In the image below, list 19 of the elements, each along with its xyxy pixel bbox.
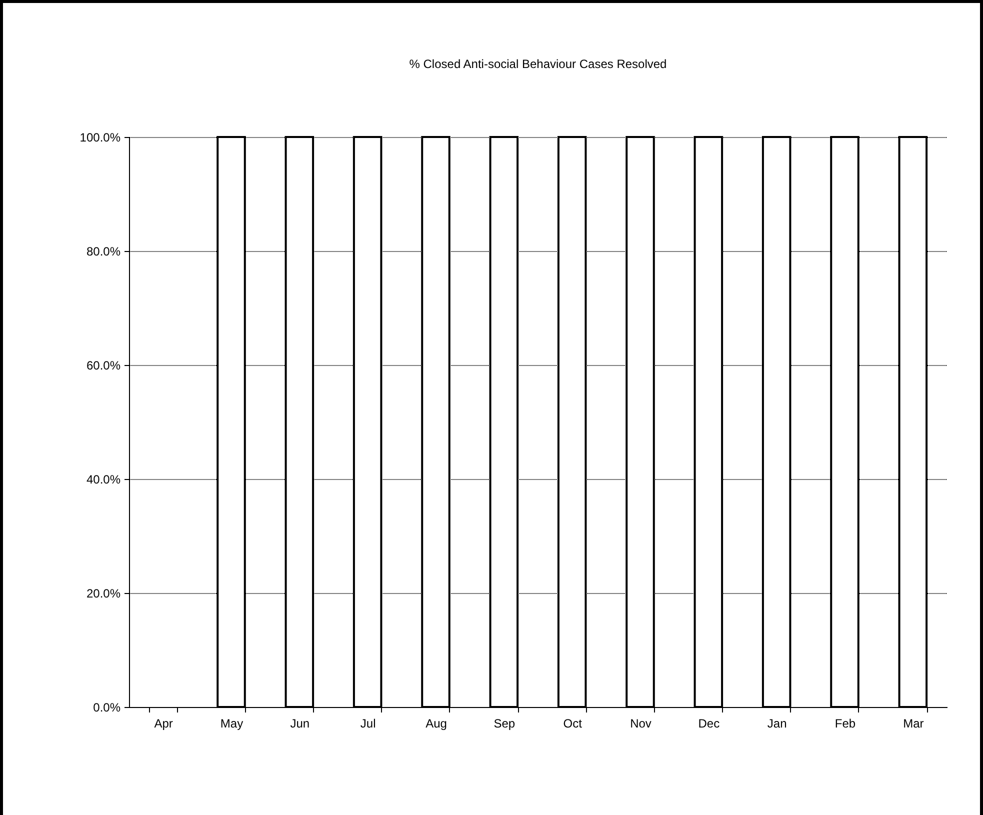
x-tick-label: Sep: [494, 716, 516, 730]
x-tick-label: Jan: [767, 716, 787, 730]
x-tick-label: Feb: [834, 716, 856, 730]
y-tick-label: 60.0%: [86, 358, 121, 372]
y-tick-label: 80.0%: [86, 244, 121, 258]
x-tick-label: Nov: [630, 716, 652, 730]
x-tick-label: Mar: [903, 716, 924, 730]
x-tick-label: Oct: [563, 716, 583, 730]
y-tick-label: 0.0%: [93, 700, 121, 714]
y-tick-label: 40.0%: [86, 472, 121, 486]
x-tick-label: Jul: [360, 716, 376, 730]
x-tick-label: Aug: [426, 716, 447, 730]
x-tick-label: May: [220, 716, 244, 730]
x-tick-label: Jun: [290, 716, 310, 730]
y-tick-label: 100.0%: [80, 130, 121, 144]
chart-title: % Closed Anti-social Behaviour Cases Resolved: [409, 57, 667, 71]
x-tick-label: Apr: [154, 716, 173, 730]
x-tick-label: Dec: [698, 716, 720, 730]
y-tick-label: 20.0%: [86, 586, 121, 600]
